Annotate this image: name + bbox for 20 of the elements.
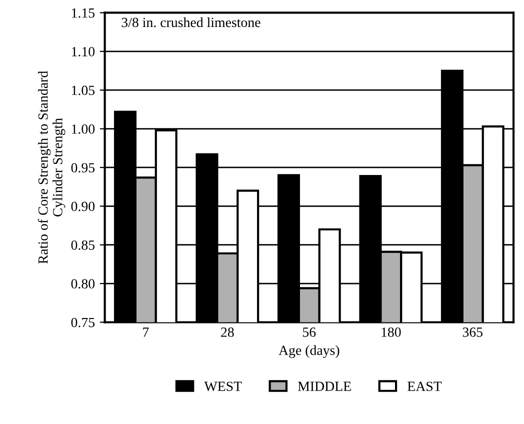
y-tick-label: 1.15 <box>72 8 95 18</box>
x-tick-label: 28 <box>221 328 234 337</box>
legend-label: EAST <box>408 382 442 392</box>
x-axis-title: Age (days) <box>278 345 340 358</box>
x-tick-label: 365 <box>462 328 483 337</box>
legend-label: WEST <box>204 382 242 392</box>
y-tick-label: 0.80 <box>71 279 95 289</box>
annotation: 3/8 in. crushed limestone <box>122 17 260 28</box>
x-tick-label: 7 <box>143 328 149 337</box>
y-tick-label: 0.90 <box>71 202 95 212</box>
x-tick-label: 180 <box>382 328 401 337</box>
legend-label: MIDDLE <box>298 382 351 391</box>
y-tick-label: 1.05 <box>72 86 95 96</box>
y-tick-label: 0.75 <box>71 318 95 328</box>
y-tick-label: 1.00 <box>72 124 95 134</box>
y-tick-label: 0.85 <box>71 240 95 250</box>
y-tick-label: 0.95 <box>71 163 95 172</box>
y-axis-title: Ratio of Core Strength to Standard Cylinder Strength <box>38 71 66 264</box>
y-tick-label: 1.10 <box>72 46 95 56</box>
x-tick-label: 56 <box>303 328 316 337</box>
